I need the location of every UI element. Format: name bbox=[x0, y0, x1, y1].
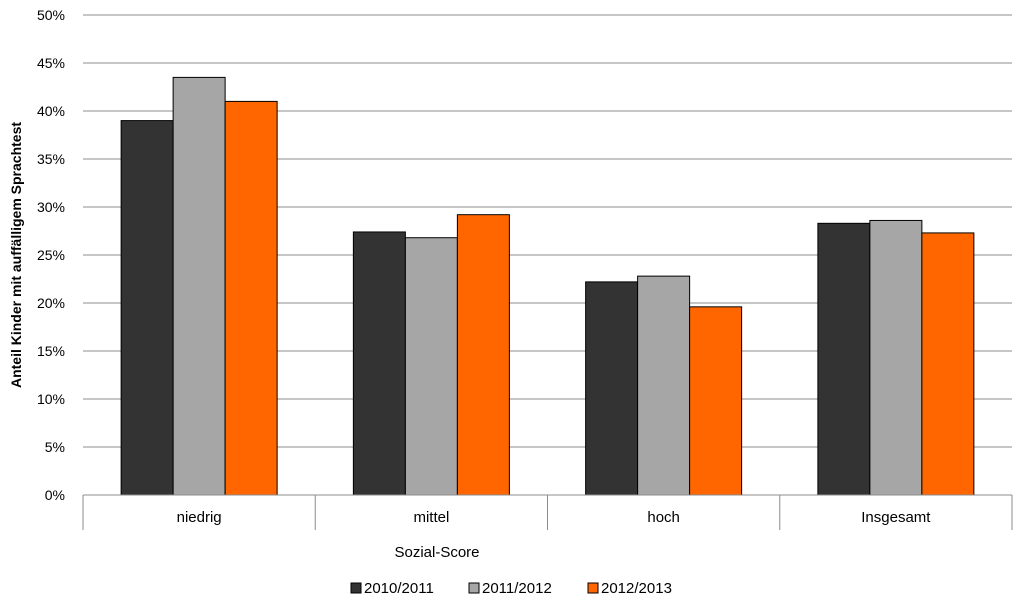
legend-label: 2010/2011 bbox=[364, 580, 434, 597]
bar bbox=[352, 231, 406, 496]
legend-label: 2011/2012 bbox=[482, 580, 552, 597]
y-tick-label: 40% bbox=[37, 103, 65, 119]
legend-swatch bbox=[587, 582, 599, 594]
bar bbox=[921, 232, 975, 496]
y-tick-label: 35% bbox=[37, 151, 65, 167]
y-tick-label: 0% bbox=[45, 487, 65, 503]
bar bbox=[404, 237, 458, 496]
x-tick-label: Insgesamt bbox=[861, 509, 931, 526]
x-axis-label: Sozial-Score bbox=[394, 544, 479, 561]
bar bbox=[172, 76, 226, 496]
bar bbox=[817, 222, 871, 496]
bar bbox=[869, 219, 923, 496]
y-tick-label: 30% bbox=[37, 199, 65, 215]
legend: 2010/2011 2011/2012 2012/2013 bbox=[350, 580, 672, 597]
x-tick-label: mittel bbox=[413, 509, 449, 526]
x-tick-label: niedrig bbox=[177, 509, 222, 526]
y-tick-label: 10% bbox=[37, 391, 65, 407]
x-axis: niedrig mittel hoch Insgesamt bbox=[82, 494, 1013, 530]
bar bbox=[120, 120, 174, 496]
y-tick-label: 20% bbox=[37, 295, 65, 311]
bars bbox=[120, 76, 975, 496]
y-axis-label: Anteil Kinder mit auffälligem Sprachtest bbox=[8, 122, 24, 388]
y-tick-label: 25% bbox=[37, 247, 65, 263]
legend-swatch bbox=[350, 582, 362, 594]
y-axis-ticks: 0% 5% 10% 15% 20% 25% 30% 35% 40% 45% 50% bbox=[37, 7, 65, 503]
legend-swatch bbox=[468, 582, 480, 594]
bar bbox=[637, 275, 691, 496]
legend-label: 2012/2013 bbox=[601, 580, 672, 597]
x-tick-label: hoch bbox=[647, 509, 680, 526]
y-tick-label: 5% bbox=[45, 439, 65, 455]
bar bbox=[224, 100, 278, 496]
y-tick-label: 15% bbox=[37, 343, 65, 359]
y-tick-label: 45% bbox=[37, 55, 65, 71]
bar bbox=[689, 306, 743, 496]
bar bbox=[456, 214, 510, 496]
bar bbox=[585, 281, 639, 496]
y-tick-label: 50% bbox=[37, 7, 65, 23]
